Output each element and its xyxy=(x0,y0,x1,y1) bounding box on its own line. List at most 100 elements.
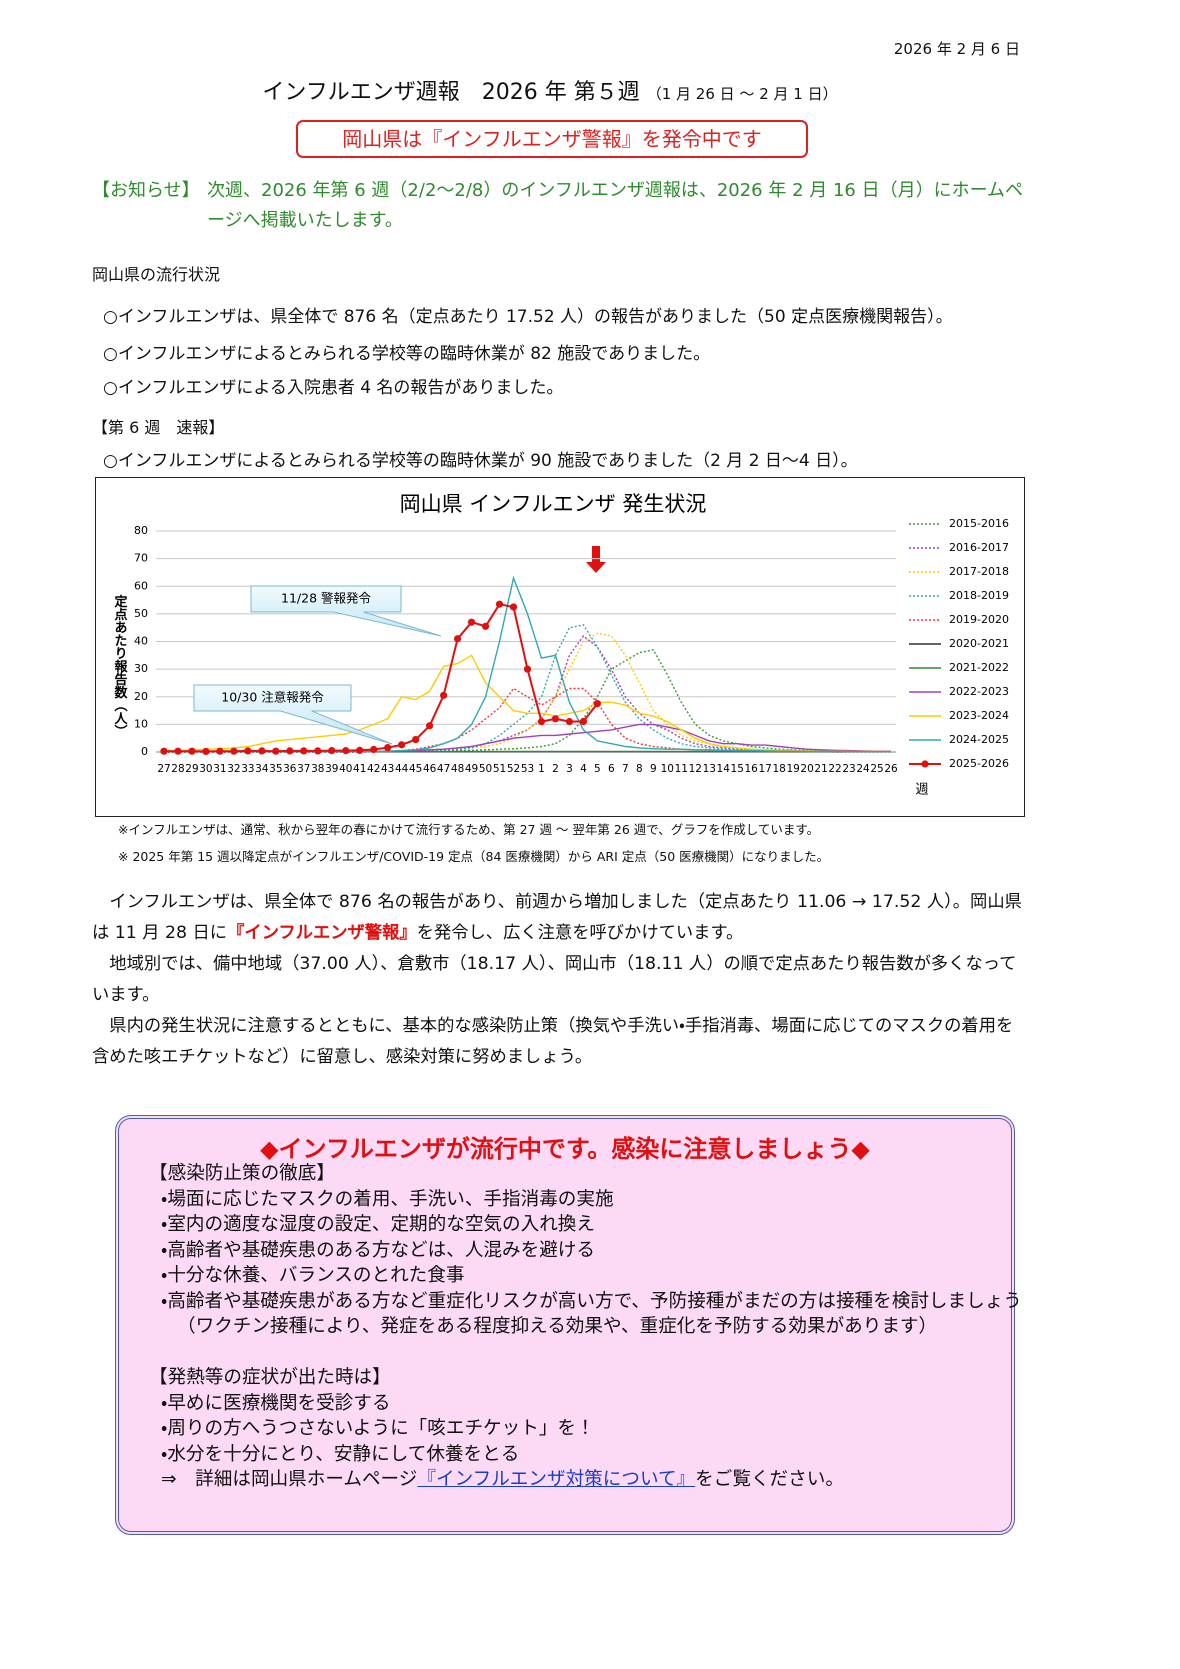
legend-label: 2022-2023 xyxy=(949,685,1009,698)
x-tick-label: 46 xyxy=(423,763,437,775)
body-text: インフルエンザは、県全体で 876 名の報告があり、前週から増加しました（定点あ… xyxy=(92,887,1027,1073)
data-point xyxy=(356,746,364,754)
x-tick-label: 2 xyxy=(552,763,559,775)
data-point xyxy=(412,735,420,744)
section-heading: 【第 6 週 速報】 xyxy=(92,418,225,437)
x-tick-label: 51 xyxy=(493,763,506,775)
x-tick-label: 3 xyxy=(566,763,573,775)
status-item: ○インフルエンザによる入院患者 4 名の報告がありました。 xyxy=(103,378,564,398)
x-tick-label: 39 xyxy=(325,763,338,775)
legend-label: 2019-2020 xyxy=(949,613,1009,626)
chart-note: ※インフルエンザは、通常、秋から翌年の春にかけて流行するため、第 27 週 〜 … xyxy=(118,822,820,837)
x-tick-label: 9 xyxy=(650,763,657,775)
callout xyxy=(193,684,393,745)
x-tick-label: 18 xyxy=(772,763,785,775)
legend-label: 2015-2016 xyxy=(949,517,1009,530)
y-tick-label: 10 xyxy=(134,717,148,730)
legend-label: 2024-2025 xyxy=(949,733,1009,746)
box-item: ・室内の適度な湿度の設定、定期的な空気の入れ換え xyxy=(161,1214,595,1235)
date: 2026 年 2 月 6 日 xyxy=(893,40,1020,58)
text: 地域別では、備中地域（37.00 人）、倉敷市（18.17 人）、岡山市（18.… xyxy=(92,954,1017,1005)
x-tick-label: 38 xyxy=(311,763,324,775)
x-axis-label: 週 xyxy=(915,783,928,798)
box-heading: 【感染防止策の徹底】 xyxy=(149,1163,335,1184)
x-tick-label: 11 xyxy=(675,763,688,775)
x-tick-label: 22 xyxy=(828,763,841,775)
series-line xyxy=(164,603,599,753)
data-point xyxy=(579,717,588,726)
x-tick-label: 50 xyxy=(479,763,492,775)
x-tick-label: 6 xyxy=(608,763,615,775)
text: 県内の発生状況に注意するとともに、基本的な感染防止策（換気や手洗い・手指消毒、場… xyxy=(92,1016,1014,1067)
legend-label: 2025-2026 xyxy=(949,757,1009,770)
alert-text: 『インフルエンザ警報』 xyxy=(227,923,417,943)
x-tick-label: 37 xyxy=(297,763,310,775)
y-tick-label: 30 xyxy=(134,662,148,675)
data-point xyxy=(286,747,294,755)
data-point xyxy=(551,715,560,723)
notice-text: 次週、2026 年第 6 週（2/2〜2/8）のインフルエンザ週報は、2026 … xyxy=(207,180,1024,231)
spacer xyxy=(149,1340,1010,1366)
x-tick-label: 28 xyxy=(171,763,184,775)
notice-label: 【お知らせ】 xyxy=(92,180,200,201)
box-link-line: ⇒ 詳細は岡山県ホームページ『インフルエンザ対策について』をご覧ください。 xyxy=(161,1467,1010,1493)
y-tick-label: 50 xyxy=(134,607,148,620)
status-item: ○インフルエンザによるとみられる学校等の臨時休業が 82 施設でありました。 xyxy=(103,344,711,364)
data-point xyxy=(426,722,434,730)
x-tick-label: 24 xyxy=(856,763,870,775)
x-tick-label: 34 xyxy=(255,763,269,775)
x-tick-label: 47 xyxy=(437,763,450,775)
data-point xyxy=(384,743,392,752)
box-item: ・周りの方へうつさないように「咳エチケット」を！ xyxy=(161,1418,595,1439)
legend-marker xyxy=(921,760,929,768)
x-tick-label: 16 xyxy=(745,763,759,775)
x-tick-label: 12 xyxy=(689,763,702,775)
x-tick-label: 7 xyxy=(622,763,629,775)
annotation: 11/28 警報発令 xyxy=(281,591,371,606)
data-point xyxy=(174,747,182,755)
box-item: ・水分を十分にとり、安静にして休養をとる xyxy=(161,1443,520,1465)
y-tick-label: 0 xyxy=(141,745,148,758)
legend-label: 2018-2019 xyxy=(949,589,1009,602)
x-tick-label: 44 xyxy=(395,763,409,775)
legend-label: 2021-2022 xyxy=(949,661,1009,674)
data-point xyxy=(258,747,266,755)
paragraph: 県内の発生状況に注意するとともに、基本的な感染防止策（換気や手洗い・手指消毒、場… xyxy=(92,1011,1027,1073)
link[interactable]: 『インフルエンザ対策について』 xyxy=(417,1469,696,1490)
paragraph: インフルエンザは、県全体で 876 名の報告があり、前週から増加しました（定点あ… xyxy=(92,887,1027,949)
x-tick-label: 15 xyxy=(731,763,744,775)
data-point xyxy=(467,618,476,626)
data-point xyxy=(244,747,252,755)
section-heading: 岡山県の流行状況 xyxy=(92,265,221,284)
x-tick-label: 45 xyxy=(409,763,422,775)
box-body: 【感染防止策の徹底】 ・場面に応じたマスクの着用、手洗い、手指消毒の実施 ・室内… xyxy=(149,1161,1022,1493)
x-tick-label: 26 xyxy=(884,763,898,775)
data-point xyxy=(523,665,532,673)
x-tick-label: 13 xyxy=(703,763,716,775)
x-tick-label: 41 xyxy=(353,763,366,775)
data-point xyxy=(370,745,378,754)
y-tick-label: 20 xyxy=(134,690,148,703)
legend-label: 2020-2021 xyxy=(949,637,1009,650)
x-tick-label: 23 xyxy=(842,763,855,775)
data-point xyxy=(481,622,490,630)
x-tick-label: 27 xyxy=(157,763,170,775)
paragraph: 地域別では、備中地域（37.00 人）、倉敷市（18.17 人）、岡山市（18.… xyxy=(92,949,1027,1011)
box-item: ・高齢者や基礎疾患のある方などは、人混みを避ける xyxy=(161,1239,595,1261)
x-tick-label: 5 xyxy=(594,763,601,775)
data-point xyxy=(160,747,168,755)
current-week-arrow xyxy=(586,546,606,573)
y-tick-label: 40 xyxy=(134,635,148,648)
data-point xyxy=(537,718,546,726)
data-point xyxy=(202,747,210,756)
text: を発令し、広く注意を呼びかけています。 xyxy=(416,923,744,943)
x-tick-label: 1 xyxy=(538,763,545,775)
x-tick-label: 25 xyxy=(870,763,883,775)
x-tick-label: 14 xyxy=(717,763,731,775)
box-heading: 【発熱等の症状が出た時は】 xyxy=(149,1367,391,1388)
legend-label: 2017-2018 xyxy=(949,565,1009,578)
x-tick-label: 35 xyxy=(269,763,282,775)
annotation: 10/30 注意報発令 xyxy=(221,690,324,705)
x-tick-label: 30 xyxy=(199,763,212,775)
x-tick-label: 42 xyxy=(367,763,380,775)
